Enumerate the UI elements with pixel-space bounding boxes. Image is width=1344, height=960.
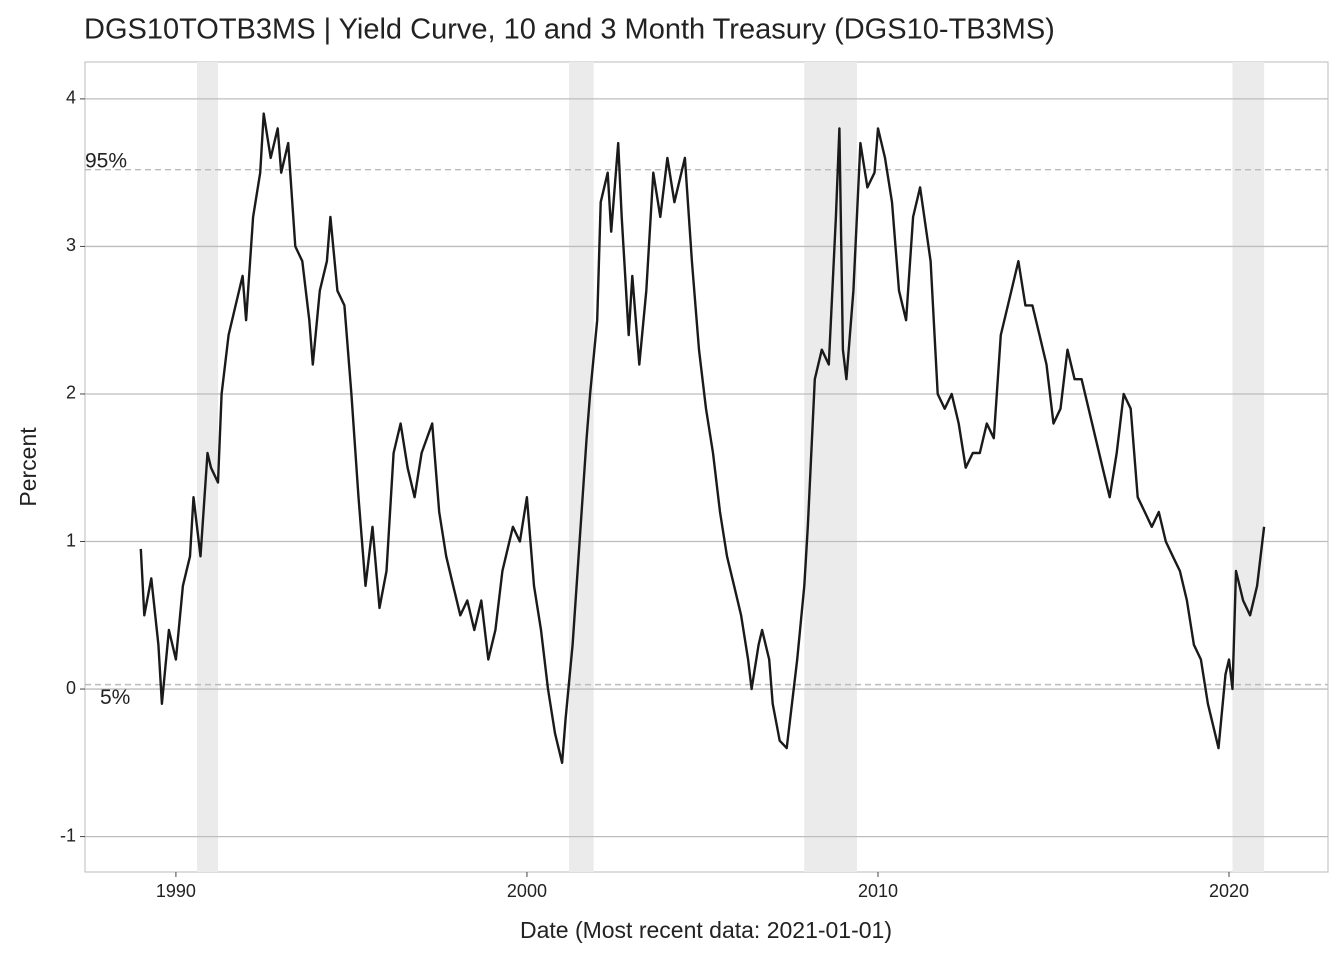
reference-label: 95% xyxy=(85,149,127,172)
data-line xyxy=(139,112,1266,764)
y-tick-label: 2 xyxy=(66,383,76,403)
y-tick-label: 4 xyxy=(66,88,76,108)
x-tick-label: 2010 xyxy=(858,881,898,901)
x-tick-label: 2020 xyxy=(1209,881,1249,901)
recession-band xyxy=(569,62,594,872)
y-tick-label: 0 xyxy=(66,678,76,698)
y-tick-label: 1 xyxy=(66,530,76,550)
recession-band xyxy=(804,62,857,872)
x-axis-label: Date (Most recent data: 2021-01-01) xyxy=(520,917,892,943)
reference-label: 5% xyxy=(100,686,130,709)
x-tick-label: 2000 xyxy=(507,881,547,901)
recession-band xyxy=(1232,62,1265,872)
y-axis-label: Percent xyxy=(15,427,41,507)
chart-title: DGS10TOTB3MS | Yield Curve, 10 and 3 Mon… xyxy=(84,14,1055,46)
y-tick-label: -1 xyxy=(60,825,76,845)
y-tick-label: 3 xyxy=(66,235,76,255)
plot-panel xyxy=(84,61,1329,873)
x-tick-label: 1990 xyxy=(156,881,196,901)
